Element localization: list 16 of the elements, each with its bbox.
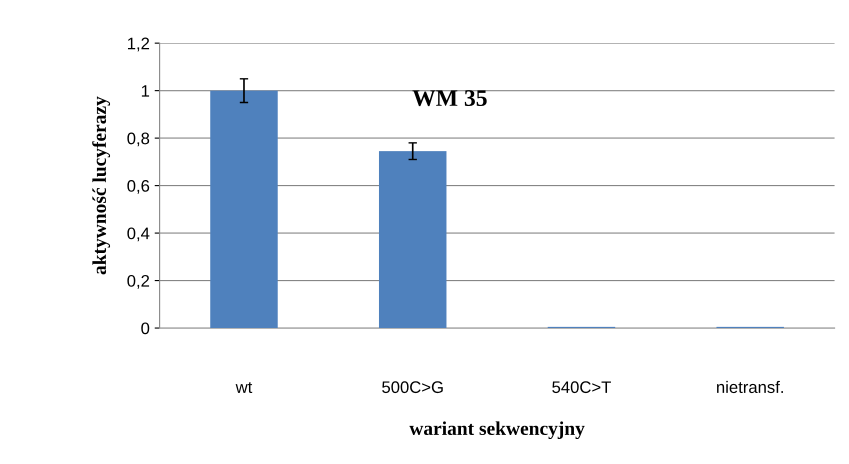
y-tick-label: 1,2 bbox=[128, 38, 150, 52]
y-tick-label: 0 bbox=[141, 322, 150, 334]
y-tick-label: 0,6 bbox=[127, 180, 150, 194]
y-tick-label: 0,8 bbox=[127, 132, 150, 146]
x-tick-label: 540C>T bbox=[552, 381, 611, 394]
x-axis-title: wariant sekwencyjny bbox=[409, 421, 585, 440]
bar bbox=[378, 151, 446, 328]
x-tick-label: nietransf. bbox=[717, 380, 783, 394]
y-tick-label: 1 bbox=[142, 85, 150, 97]
y-tick-label: 0,4 bbox=[127, 227, 150, 242]
x-tick-label: 500C>G bbox=[382, 381, 443, 394]
bar bbox=[210, 90, 278, 328]
y-tick-label: 0,2 bbox=[127, 274, 150, 289]
y-axis-title: aktywność lucyferazy bbox=[92, 96, 110, 274]
x-tick-label: wt bbox=[236, 382, 252, 394]
text: WM 35 bbox=[412, 90, 487, 106]
